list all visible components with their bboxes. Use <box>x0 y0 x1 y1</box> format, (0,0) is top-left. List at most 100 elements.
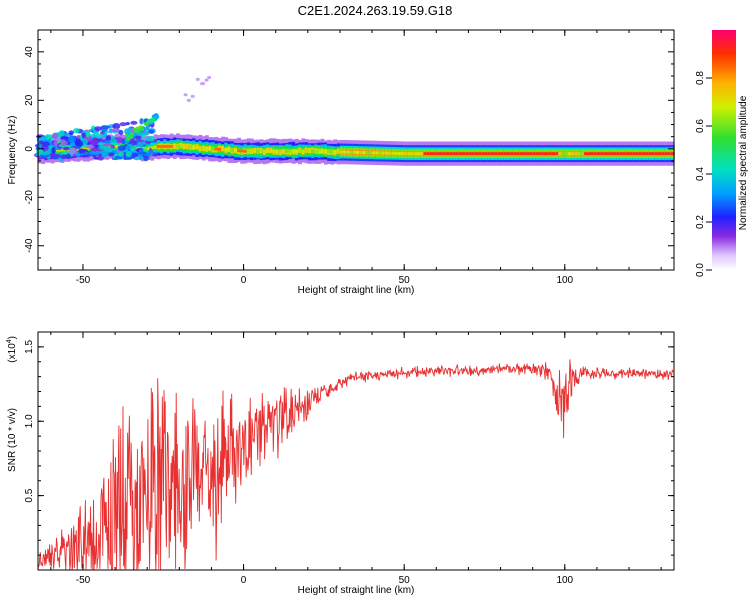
colorbar-tick-label: 0.6 <box>695 119 706 133</box>
spectrogram-cell <box>661 152 665 156</box>
spectrogram-cell <box>166 144 171 148</box>
spectrogram-blob <box>149 119 155 124</box>
spectrogram-cell <box>568 152 572 156</box>
spectrogram-cell <box>172 144 177 148</box>
spectrogram-blob <box>73 128 80 134</box>
spectrogram-blob <box>60 154 68 159</box>
spectrogram-cell <box>54 148 58 152</box>
spectrogram-cell <box>311 149 315 153</box>
spectrogram-cell <box>410 152 415 156</box>
snr-xtick-label: 100 <box>556 575 573 586</box>
snr-panel: -50 0 50 100 0.5 1.0 1.5 Height of straight li… <box>6 331 675 596</box>
spectrogram-xlabel: Height of straight line (km) <box>298 285 415 296</box>
spectrogram-cell <box>144 147 148 150</box>
spectrogram-cell <box>221 148 225 151</box>
spectrogram-cell <box>487 152 492 156</box>
spectrogram-cell <box>526 152 531 156</box>
spectrogram-cell <box>664 152 669 156</box>
spectrogram-cell <box>82 147 87 151</box>
spectrogram-cell <box>192 145 196 149</box>
spectrogram-cell <box>394 151 399 155</box>
spectrogram-cell <box>616 152 620 156</box>
spectrogram-cell <box>317 150 322 153</box>
spectrogram-cell <box>632 152 637 156</box>
spectrogram-cell <box>259 149 264 153</box>
colorbar-tick-label: 0.2 <box>695 215 706 229</box>
spectrogram-ylabel: Frequency (Hz) <box>7 116 18 185</box>
spectrogram-cell <box>330 150 335 154</box>
spectrogram-blob <box>114 155 123 160</box>
spectrogram-blob <box>103 143 113 147</box>
spectrogram-cell <box>327 150 331 154</box>
spectrogram-blob <box>145 125 150 130</box>
colorbar-tick-label: 0.4 <box>695 167 706 181</box>
spectrogram-cell <box>208 147 213 150</box>
figure-title: C2E1.2024.263.19.59.G18 <box>298 3 453 18</box>
spectrogram-blob <box>125 121 130 126</box>
spectrogram-cell <box>301 149 306 153</box>
snr-multiplier: (x104) <box>6 336 18 363</box>
spectrogram-cell <box>404 152 408 156</box>
spectrogram-cells <box>34 75 675 166</box>
spectrogram-cell <box>590 152 595 156</box>
spectrogram-cell <box>388 151 392 155</box>
colorbar-gradient <box>712 30 736 270</box>
spectrogram-cell <box>423 152 428 156</box>
spectrogram-cell <box>156 144 161 148</box>
spectrogram-ytick-label: -20 <box>24 190 35 205</box>
spectrogram-cell <box>529 152 534 156</box>
spectrogram-blob <box>145 136 152 142</box>
spectrogram-cell <box>336 150 341 154</box>
spectrogram-cell <box>384 151 389 155</box>
snr-ytick-label: 1.0 <box>24 414 35 428</box>
spectrogram-cell <box>474 152 479 156</box>
spectrogram-cell <box>625 152 630 156</box>
spectrogram-blob <box>38 137 45 141</box>
spectrogram-cell <box>282 149 286 153</box>
spectrogram-blob <box>143 121 149 126</box>
spectrogram-cell <box>262 149 267 153</box>
spectrogram-cell <box>458 152 463 156</box>
spectrogram-cell <box>304 149 309 153</box>
spectrogram-cell <box>115 144 119 148</box>
spectrogram-cell <box>420 152 425 156</box>
spectrogram-cell <box>561 152 566 156</box>
spectrogram-blob <box>58 130 65 137</box>
spectrogram-cell <box>378 151 383 155</box>
spectrogram-cell <box>622 152 627 156</box>
spectrogram-blob <box>201 81 206 86</box>
spectrogram-cell <box>519 152 524 156</box>
spectrogram-cell <box>343 150 347 154</box>
spectrogram-cell <box>449 152 453 156</box>
spectrogram-blob <box>190 94 195 98</box>
spectrogram-cell <box>510 152 514 156</box>
spectrogram-cell <box>516 152 521 156</box>
spectrogram-blob <box>51 146 56 154</box>
snr-xtick-label: -50 <box>76 575 91 586</box>
spectrogram-blob <box>41 141 50 147</box>
spectrogram-cell <box>400 152 405 156</box>
spectrogram-cell <box>603 152 608 156</box>
spectrogram-cell <box>429 152 434 156</box>
spectrogram-blob <box>74 139 83 147</box>
spectrogram-cell <box>558 152 563 156</box>
spectrogram-blob <box>85 145 95 149</box>
spectrogram-cell <box>497 152 502 156</box>
spectrogram-cell <box>523 152 527 156</box>
spectrogram-cell <box>445 152 450 156</box>
spectrogram-blob <box>125 136 131 141</box>
spectrogram-blob <box>117 145 126 151</box>
spectrogram-cell <box>535 152 540 156</box>
spectrogram-cell <box>638 152 643 156</box>
spectrogram-cell <box>548 152 553 156</box>
spectrogram-cell <box>105 145 110 149</box>
spectrogram-blob <box>85 130 90 138</box>
snr-xtick-label: 0 <box>241 575 247 586</box>
spectrogram-cell <box>163 144 168 148</box>
spectrogram-blob <box>99 130 105 135</box>
spectrogram-cell <box>320 150 325 153</box>
spectrogram-cell <box>542 152 547 156</box>
spectrogram-cell <box>436 152 441 156</box>
snr-ytick-label: 1.5 <box>24 339 35 353</box>
